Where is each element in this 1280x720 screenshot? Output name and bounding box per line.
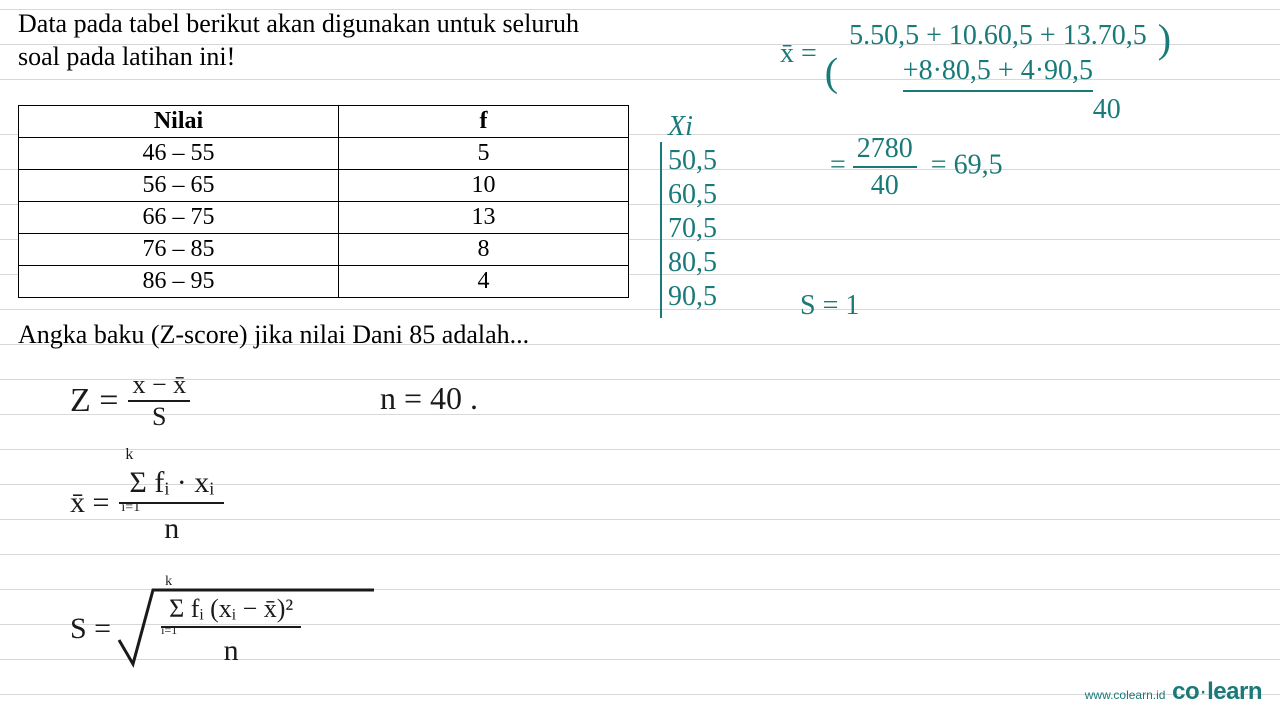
branding: www.colearn.id co·learn	[1085, 678, 1262, 706]
xi-value: 60,5	[668, 178, 717, 212]
cell-f: 10	[339, 170, 629, 202]
table-row: 46 – 55 5	[19, 138, 629, 170]
table-header-row: Nilai f	[19, 106, 629, 138]
mean-step2: 2780 40	[853, 131, 917, 203]
cell-f: 5	[339, 138, 629, 170]
table-row: 76 – 85 8	[19, 234, 629, 266]
xi-value: 90,5	[668, 280, 717, 314]
mean-num-1: 5.50,5 + 10.60,5 + 13.70,5	[849, 20, 1147, 51]
brand-url: www.colearn.id	[1085, 688, 1166, 702]
cell-f: 13	[339, 202, 629, 234]
xbar-formula: x̄ = k Σ fᵢ · xᵢ i=1 n	[70, 460, 224, 546]
xi-value: 70,5	[668, 212, 717, 246]
sum-body: Σ fᵢ · xᵢ	[129, 466, 214, 499]
sum-upper: k	[125, 446, 133, 464]
xi-column: Xi 50,5 60,5 70,5 80,5 90,5	[668, 110, 717, 314]
paren-open-icon: (	[825, 50, 838, 95]
xi-value: 50,5	[668, 144, 717, 178]
cell-f: 8	[339, 234, 629, 266]
brand-logo1: co	[1172, 678, 1199, 705]
mean-calculation: x̄ = ( 5.50,5 + 10.60,5 + 13.70,5 +8·80,…	[780, 18, 1171, 203]
n-value: n = 40 .	[380, 380, 478, 417]
brand-dot-icon: ·	[1199, 678, 1207, 705]
cell-nilai: 66 – 75	[19, 202, 339, 234]
z-num: x − x̄	[128, 370, 190, 402]
table-row: 66 – 75 13	[19, 202, 629, 234]
xi-value: 80,5	[668, 246, 717, 280]
mean-fraction: 5.50,5 + 10.60,5 + 13.70,5 +8·80,5 + 4·9…	[845, 18, 1151, 127]
sum-lower: i=1	[121, 500, 140, 516]
paren-close-icon: )	[1158, 16, 1171, 61]
cell-nilai: 76 – 85	[19, 234, 339, 266]
mean-result: 69,5	[954, 149, 1003, 180]
s-value: S = 1	[800, 290, 859, 322]
z-formula: Z = x − x̄ S	[70, 370, 190, 432]
sqrt-icon: k Σ fᵢ (xᵢ − x̄)² i=1 n	[119, 580, 379, 678]
table-row: 56 – 65 10	[19, 170, 629, 202]
xbar-lhs: x̄ =	[70, 486, 109, 520]
header-f: f	[339, 106, 629, 138]
question-text: Angka baku (Z-score) jika nilai Dani 85 …	[18, 320, 529, 350]
instruction-line1: Data pada tabel berikut akan digunakan u…	[18, 9, 579, 38]
instruction-text: Data pada tabel berikut akan digunakan u…	[18, 8, 579, 73]
s-formula-den: n	[161, 628, 301, 668]
table-row: 86 – 95 4	[19, 266, 629, 298]
xi-divider	[660, 142, 662, 318]
s-sum-body: Σ fᵢ (xᵢ − x̄)²	[169, 594, 293, 623]
header-nilai: Nilai	[19, 106, 339, 138]
mean-den: 40	[845, 92, 1151, 127]
cell-nilai: 86 – 95	[19, 266, 339, 298]
xbar-label: x̄ =	[780, 36, 817, 71]
cell-nilai: 56 – 65	[19, 170, 339, 202]
page-content: Data pada tabel berikut akan digunakan u…	[0, 0, 1280, 720]
z-den: S	[128, 402, 190, 432]
cell-f: 4	[339, 266, 629, 298]
z-lhs: Z =	[70, 382, 118, 420]
s-sum-lower: i=1	[161, 623, 177, 638]
instruction-line2: soal pada latihan ini!	[18, 42, 235, 71]
cell-nilai: 46 – 55	[19, 138, 339, 170]
brand-logo2: learn	[1207, 678, 1262, 705]
frequency-table: Nilai f 46 – 55 5 56 – 65 10 66 – 75 13 …	[18, 105, 629, 298]
mean-num-2: +8·80,5 + 4·90,5	[903, 55, 1093, 86]
mean-step2-num: 2780	[853, 131, 917, 168]
s-lhs: S =	[70, 612, 111, 646]
xi-header: Xi	[668, 110, 717, 144]
s-sum-upper: k	[165, 574, 172, 590]
mean-step2-den: 40	[853, 168, 917, 203]
s-formula: S = k Σ fᵢ (xᵢ − x̄)² i=1 n	[70, 580, 379, 678]
